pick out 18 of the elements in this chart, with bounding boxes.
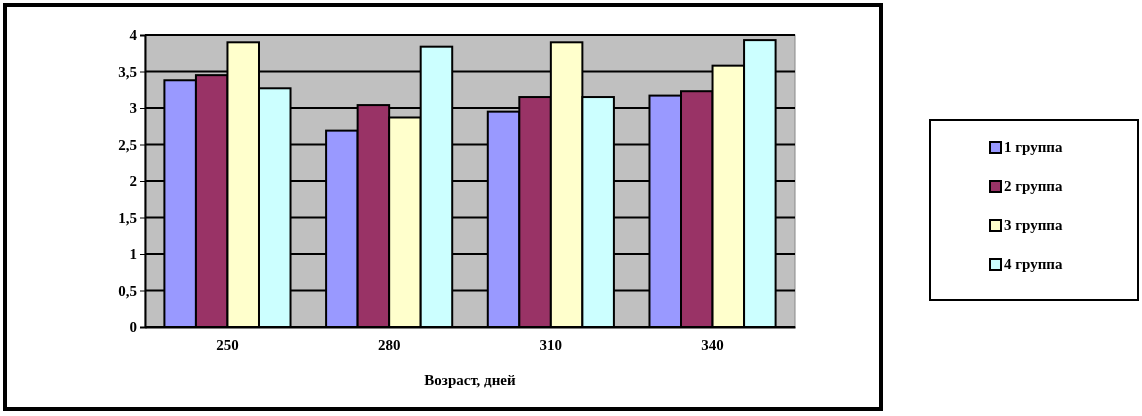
x-tick-label: 250 bbox=[216, 336, 239, 353]
legend-label: 2 группа bbox=[1004, 178, 1063, 194]
x-axis-title: Возраст, дней bbox=[424, 372, 516, 388]
y-tick-label: 4 bbox=[129, 27, 138, 44]
x-tick-label: 340 bbox=[701, 336, 724, 353]
y-tick-label: 2 bbox=[129, 173, 137, 190]
y-tick-label: 3 bbox=[129, 100, 137, 117]
legend-label: 1 группа bbox=[1004, 139, 1063, 155]
y-tick-label: 2,5 bbox=[118, 136, 137, 153]
y-tick-label: 0 bbox=[129, 319, 137, 336]
legend-label: 4 группа bbox=[1004, 256, 1063, 272]
y-tick-label: 0,5 bbox=[118, 282, 137, 299]
y-tick-label: 3,5 bbox=[118, 63, 137, 80]
legend-label: 3 группа bbox=[1004, 217, 1063, 233]
x-tick-label: 280 bbox=[377, 336, 401, 353]
y-tick-label: 1 bbox=[129, 246, 137, 263]
y-tick-label: 1,5 bbox=[118, 209, 137, 226]
x-tick-label: 310 bbox=[539, 336, 563, 353]
